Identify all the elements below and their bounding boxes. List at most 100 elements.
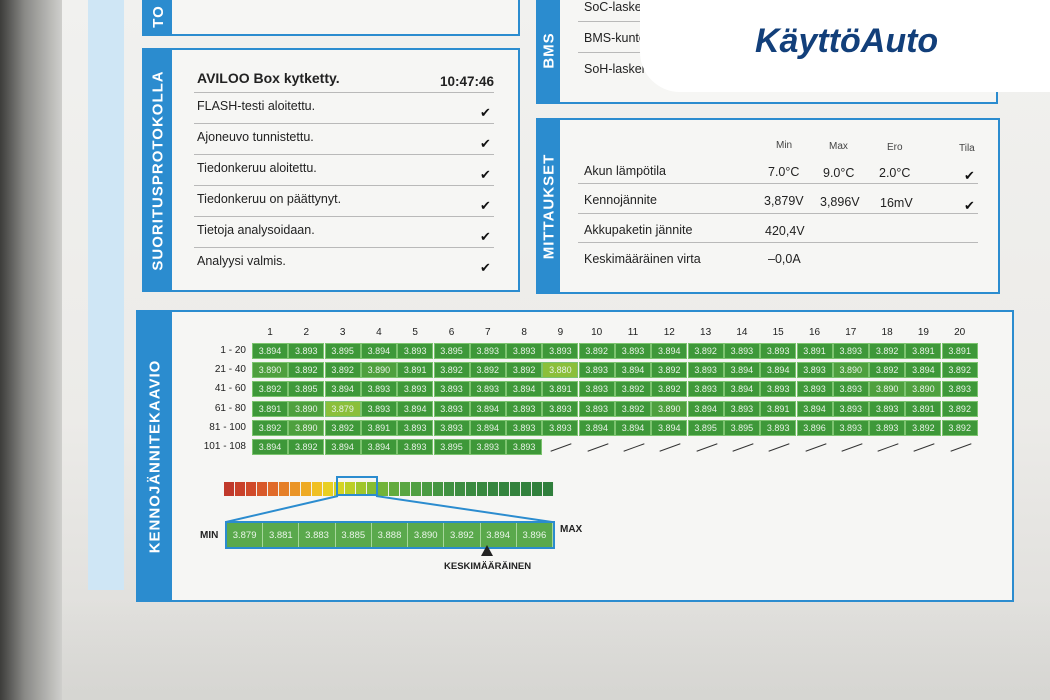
cell-voltage: 3.891 (542, 381, 579, 398)
cell-voltage: 3.893 (506, 343, 543, 359)
row-label: 61 - 80 (214, 402, 246, 414)
kayttoauto-logo: KäyttöAuto (755, 22, 939, 60)
cell-voltage: 3.893 (723, 343, 760, 359)
scale-swatch (224, 482, 235, 496)
top-left-panel-label: TO (144, 0, 172, 34)
cell-voltage: 3.893 (397, 381, 434, 398)
scale-swatch (532, 482, 543, 496)
scale-value: 3.896 (516, 523, 553, 547)
column-header: 3 (339, 327, 346, 338)
protocol-item: Analyysi valmis. (197, 254, 286, 268)
check-icon: ✔ (480, 105, 491, 120)
cell-voltage: 3.893 (687, 381, 724, 398)
scale-swatch (477, 482, 488, 496)
row-label: 21 - 40 (214, 364, 246, 376)
cell-voltage: 3.892 (941, 400, 978, 417)
cell-voltage: 3.894 (252, 343, 288, 359)
scale-swatch (400, 482, 411, 496)
cell-voltage: 3.894 (360, 439, 397, 455)
cell-voltage: 3.892 (869, 362, 906, 379)
check-icon: ✔ (964, 198, 975, 213)
cell-voltage: 3.892 (615, 381, 651, 398)
cell-voltage: 3.892 (252, 381, 288, 398)
column-header: 10 (591, 327, 603, 338)
cell-voltage: 3.894 (252, 439, 288, 455)
suoritusprotokolla-panel: SUORITUSPROTOKOLLA (142, 48, 520, 292)
cell-voltage: 3.894 (760, 362, 797, 379)
cell-voltage: 3.895 (288, 381, 325, 398)
scale-swatch (510, 482, 521, 496)
cell-voltage: 3.893 (832, 343, 869, 359)
cell-voltage: 3.893 (832, 381, 869, 398)
scale-swatch (312, 482, 323, 496)
measurement-name: Akkupaketin jännite (584, 223, 693, 237)
cell-voltage: 3.894 (360, 343, 397, 359)
cell-voltage: 3.893 (506, 419, 543, 436)
divider (578, 242, 978, 243)
scale-swatch (466, 482, 477, 496)
cell-voltage: 3.895 (687, 419, 724, 436)
logo-box (640, 0, 1050, 92)
cell-voltage: 3.893 (506, 439, 543, 455)
cell-voltage: 3.892 (651, 362, 688, 379)
cell-voltage: 3.892 (288, 439, 325, 455)
protocol-title: AVILOO Box kytketty. (197, 70, 340, 86)
cell-voltage: 3.893 (832, 400, 869, 417)
scale-swatch (543, 482, 554, 496)
cell-voltage: 3.892 (687, 343, 724, 359)
cell-voltage: 3.893 (542, 343, 579, 359)
cell-voltage: 3.890 (252, 362, 288, 379)
column-header: 19 (917, 327, 929, 338)
scale-swatch (499, 482, 510, 496)
divider (578, 52, 688, 53)
cell-voltage: 3.893 (760, 419, 797, 436)
cell-voltage: 3.890 (288, 419, 325, 436)
cell-voltage: 3.893 (615, 343, 651, 359)
cell-voltage: 3.895 (723, 419, 760, 436)
scale-swatch (301, 482, 312, 496)
cell-voltage: 3.894 (796, 400, 833, 417)
cell-voltage: 3.894 (578, 419, 615, 436)
column-header: 15 (772, 327, 784, 338)
suoritusprotokolla-label: SUORITUSPROTOKOLLA (144, 50, 172, 290)
voltage-color-scale (224, 482, 554, 496)
scale-swatch (257, 482, 268, 496)
kennojannitekaavio-label: KENNOJÄNNITEKAAVIO (138, 312, 172, 600)
scale-swatch (422, 482, 433, 496)
cell-voltage: 3.893 (469, 343, 506, 359)
cell-voltage: 3.895 (324, 343, 361, 359)
column-header: 12 (663, 327, 675, 338)
divider (578, 213, 978, 214)
column-header: 2 (303, 327, 310, 338)
measurement-min: 3,879V (764, 194, 804, 208)
scale-swatch (433, 482, 444, 496)
cell-voltage: 3.891 (941, 343, 978, 359)
cell-voltage: 3.892 (469, 362, 506, 379)
row-label: 81 - 100 (209, 421, 246, 433)
cell-voltage: 3.895 (433, 343, 470, 359)
cell-voltage: 3.891 (905, 343, 942, 359)
column-header: 17 (845, 327, 857, 338)
column-header: 13 (700, 327, 712, 338)
protocol-item: Tiedonkeruu aloitettu. (197, 161, 317, 175)
cell-voltage: 3.894 (469, 419, 506, 436)
protocol-item: Tietoja analysoidaan. (197, 223, 315, 237)
cell-voltage: 3.893 (469, 439, 506, 455)
cell-voltage: 3.892 (324, 419, 361, 436)
cell-voltage: 3.891 (905, 400, 942, 417)
cell-voltage: 3.896 (796, 419, 833, 436)
protocol-item: FLASH-testi aloitettu. (197, 99, 316, 113)
scale-swatch (444, 482, 455, 496)
protocol-time: 10:47:46 (440, 74, 495, 89)
header-tila: Tila (959, 143, 975, 154)
cell-voltage: 3.891 (360, 419, 397, 436)
cell-voltage: 3.892 (615, 400, 651, 417)
measurement-name: Kennojännite (584, 193, 657, 207)
cell-voltage: 3.893 (433, 381, 470, 398)
column-header: 4 (376, 327, 382, 338)
cell-voltage: 3.894 (723, 381, 760, 398)
scale-swatch (455, 482, 466, 496)
cell-voltage: 3.892 (651, 381, 688, 398)
check-icon: ✔ (480, 136, 491, 151)
scale-swatch (323, 482, 334, 496)
